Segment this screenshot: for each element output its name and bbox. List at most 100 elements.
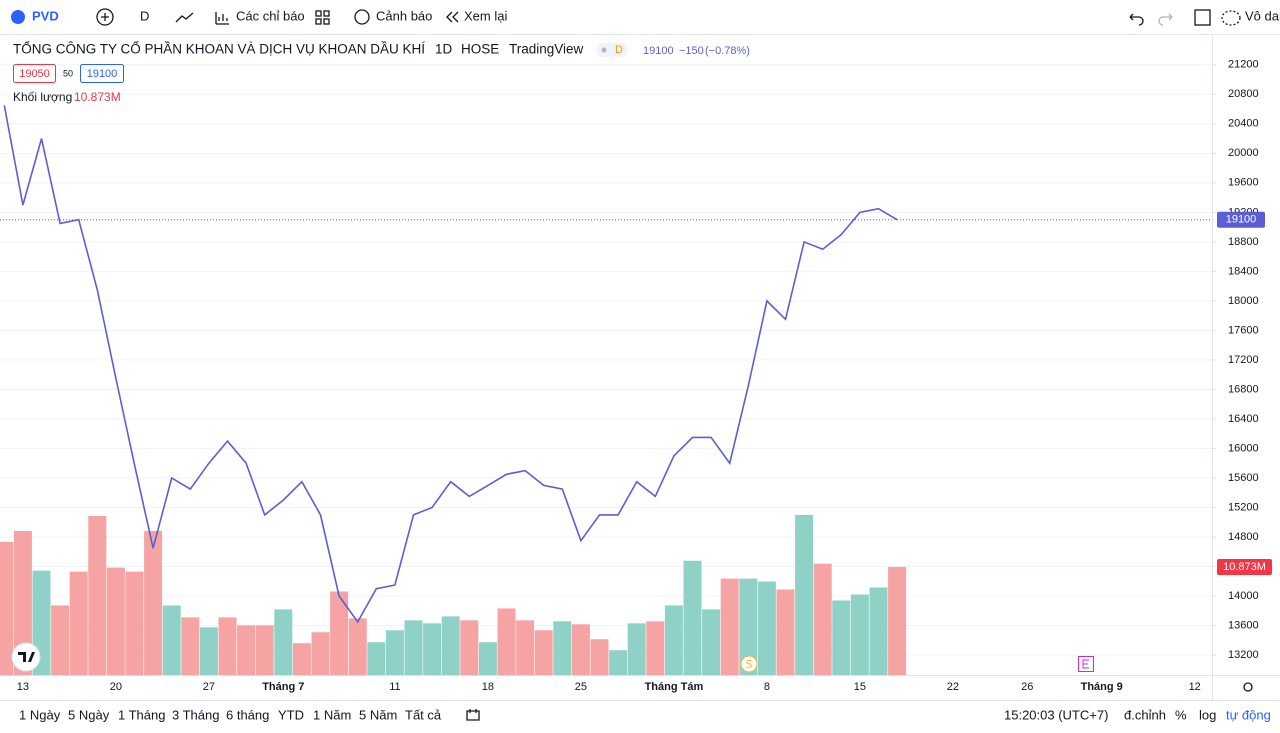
x-tick-label: 20 xyxy=(110,681,122,693)
volume-bar xyxy=(516,620,535,675)
chart-style-button[interactable] xyxy=(175,12,194,23)
redo-button[interactable] xyxy=(1158,13,1173,26)
range-button[interactable]: 3 Tháng xyxy=(172,707,219,722)
templates-button[interactable] xyxy=(315,10,330,25)
y-tick-label: 15200 xyxy=(1228,501,1259,513)
volume-bar xyxy=(106,567,125,675)
fullscreen-button[interactable] xyxy=(1194,9,1211,26)
x-tick-label: 11 xyxy=(389,681,400,693)
volume-bar xyxy=(330,591,349,675)
alerts-button[interactable]: Cảnh báo xyxy=(354,8,432,25)
range-button[interactable]: 1 Năm xyxy=(313,707,351,722)
range-button[interactable]: Tất cả xyxy=(405,707,442,722)
symbol-logo xyxy=(11,10,25,24)
y-tick-label: 13200 xyxy=(1228,649,1259,661)
y-tick-label: 19600 xyxy=(1228,177,1259,189)
volume-bar xyxy=(51,605,70,675)
y-tick-label: 15600 xyxy=(1228,472,1259,484)
layout-label: Vô dan xyxy=(1245,8,1280,23)
volume-bar xyxy=(69,571,88,675)
icon xyxy=(323,18,330,25)
icon xyxy=(1221,10,1241,26)
icon xyxy=(315,10,322,17)
indicators-button[interactable]: Các chỉ báo xyxy=(215,8,305,25)
settings-button[interactable] xyxy=(1243,682,1253,692)
last-price: 19100 xyxy=(643,45,674,57)
volume-value: 10.873M xyxy=(74,90,121,104)
layout-button[interactable]: Vô dan xyxy=(1221,8,1280,26)
volume-bar xyxy=(683,560,702,675)
volume-bar xyxy=(571,624,590,675)
y-tick-label: 16400 xyxy=(1228,413,1259,425)
range-button[interactable]: 5 Ngày xyxy=(68,707,110,722)
volume-bar xyxy=(627,623,646,675)
replay-button[interactable]: Xem lại xyxy=(446,8,507,23)
last-price-label: 19100 xyxy=(1226,214,1257,226)
ask: 19100 xyxy=(87,68,118,80)
volume-bar xyxy=(869,587,888,675)
y-tick-label: 14800 xyxy=(1228,531,1259,543)
volume-bar xyxy=(609,650,628,675)
y-tick-label: 17600 xyxy=(1228,324,1259,336)
y-tick-label: 13600 xyxy=(1228,619,1259,631)
compare-button[interactable] xyxy=(96,8,114,26)
y-tick-label: 21200 xyxy=(1228,59,1259,71)
symbol-button[interactable]: PVD xyxy=(11,8,59,24)
tv-logo xyxy=(11,642,41,672)
indicators-label: Các chỉ báo xyxy=(236,8,305,23)
x-tick-label: 27 xyxy=(203,681,215,693)
grid xyxy=(0,64,1212,656)
volume-bar xyxy=(813,563,832,675)
icon xyxy=(446,11,459,23)
icon xyxy=(746,660,752,668)
y-tick-label: 16000 xyxy=(1228,442,1259,454)
split-marker[interactable] xyxy=(740,655,758,673)
price-change-pct: (−0.78%) xyxy=(705,45,750,57)
range-button[interactable]: 1 Ngày xyxy=(19,707,61,722)
replay-label: Xem lại xyxy=(464,8,507,23)
price-line xyxy=(3,105,898,624)
axes: 1320013600140001440014800152001560016000… xyxy=(17,59,1272,693)
range-button[interactable]: 5 Năm xyxy=(359,707,397,722)
volume-bar xyxy=(702,609,721,675)
volume-bar xyxy=(664,605,683,675)
percent-toggle[interactable]: % xyxy=(1175,707,1187,722)
volume-bar xyxy=(478,642,497,675)
auto-toggle[interactable]: tự động xyxy=(1226,707,1271,722)
interval-button[interactable]: D xyxy=(140,8,149,23)
chart-exchange: HOSE xyxy=(461,42,499,57)
x-tick-label: Tháng 7 xyxy=(262,681,304,693)
volume-bar xyxy=(460,620,479,675)
date-range-button[interactable] xyxy=(466,709,480,721)
chart-title: TỔNG CÔNG TY CỔ PHẦN KHOAN VÀ DỊCH VỤ KH… xyxy=(13,42,425,57)
adjust-toggle[interactable]: đ.chỉnh xyxy=(1124,707,1166,722)
x-tick-label: 25 xyxy=(575,681,587,693)
y-tick-label: 18800 xyxy=(1228,236,1259,248)
toolbar xyxy=(0,0,1280,34)
icon xyxy=(315,18,322,25)
log-toggle[interactable]: log xyxy=(1199,707,1216,722)
volume-bar xyxy=(255,625,274,675)
volume-bar xyxy=(218,617,237,675)
y-tick-label: 20000 xyxy=(1228,147,1259,159)
bid-box[interactable] xyxy=(13,64,56,83)
ask-box[interactable] xyxy=(80,64,124,83)
range-button[interactable]: 1 Tháng xyxy=(118,707,165,722)
x-tick-label: 13 xyxy=(17,681,29,693)
clock: 15:20:03 (UTC+7) xyxy=(1004,707,1108,722)
range-button[interactable]: 6 tháng xyxy=(226,707,269,722)
y-tick-label: 20400 xyxy=(1228,118,1259,130)
x-tick-label: 18 xyxy=(482,681,494,693)
undo-button[interactable] xyxy=(1129,13,1144,26)
earnings-marker[interactable] xyxy=(1078,656,1094,672)
volume-bar xyxy=(385,630,404,675)
volume-bar xyxy=(348,618,367,675)
volume-bar xyxy=(739,578,758,675)
x-tick-label: 26 xyxy=(1021,681,1033,693)
range-button[interactable]: YTD xyxy=(278,707,304,722)
symbol: PVD xyxy=(32,8,59,23)
last-price-tag xyxy=(1217,211,1265,228)
y-tick-label: 14000 xyxy=(1228,590,1259,602)
icon xyxy=(101,13,109,21)
